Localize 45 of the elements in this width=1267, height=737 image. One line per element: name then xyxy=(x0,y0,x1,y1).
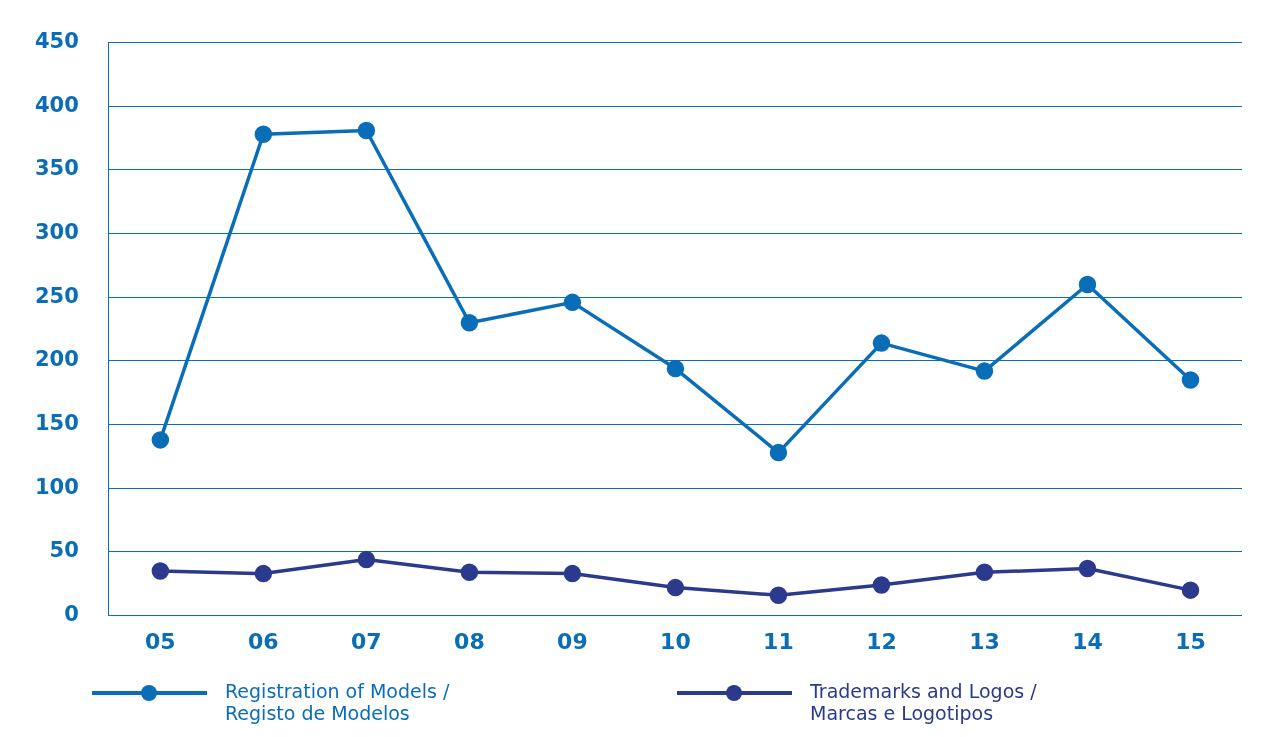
point xyxy=(151,431,170,449)
y-tick-label: 200 xyxy=(34,347,79,372)
point xyxy=(769,586,788,604)
point xyxy=(975,563,994,582)
point xyxy=(872,576,891,594)
x-tick-label: 13 xyxy=(969,628,1000,654)
x-tick-label: 09 xyxy=(557,628,588,654)
point xyxy=(975,362,994,380)
x-tick-label: 08 xyxy=(454,628,485,654)
x-tick-label: 12 xyxy=(866,628,897,654)
y-tick-label: 150 xyxy=(34,411,79,436)
x-tick-label: 14 xyxy=(1072,628,1103,654)
point xyxy=(254,564,273,583)
x-tick-label: 10 xyxy=(660,628,691,654)
y-tick-label: 50 xyxy=(49,538,79,563)
point xyxy=(666,359,685,378)
text: Registration of Models / Registo de Modelos xyxy=(225,680,451,724)
point xyxy=(357,550,376,569)
point xyxy=(1181,581,1200,599)
point xyxy=(769,443,788,462)
x-tick-label: 07 xyxy=(351,628,382,654)
text: Trademarks and Logos / Marcas e Logotipos xyxy=(810,680,1038,724)
y-tick-label: 350 xyxy=(34,156,79,181)
y-tick-label: 100 xyxy=(34,474,79,499)
x-tick-label: 11 xyxy=(763,628,794,654)
point xyxy=(1078,559,1097,578)
x-tick-label: 06 xyxy=(248,628,279,654)
point xyxy=(151,562,170,580)
point xyxy=(254,125,273,144)
point xyxy=(563,293,582,312)
point xyxy=(872,334,891,352)
point xyxy=(563,564,582,583)
y-tick-label: 300 xyxy=(34,220,79,245)
point xyxy=(1181,371,1200,389)
y-tick-label: 450 xyxy=(34,29,79,54)
x-tick-label: 15 xyxy=(1175,628,1206,654)
y-tick-label: 0 xyxy=(64,602,79,627)
point xyxy=(460,313,479,332)
x-tick-label: 05 xyxy=(145,628,176,654)
point xyxy=(666,578,685,597)
point xyxy=(1078,275,1097,294)
point xyxy=(460,563,479,582)
point xyxy=(357,121,376,140)
y-tick-label: 400 xyxy=(34,92,79,117)
y-tick-label: 250 xyxy=(34,283,79,308)
